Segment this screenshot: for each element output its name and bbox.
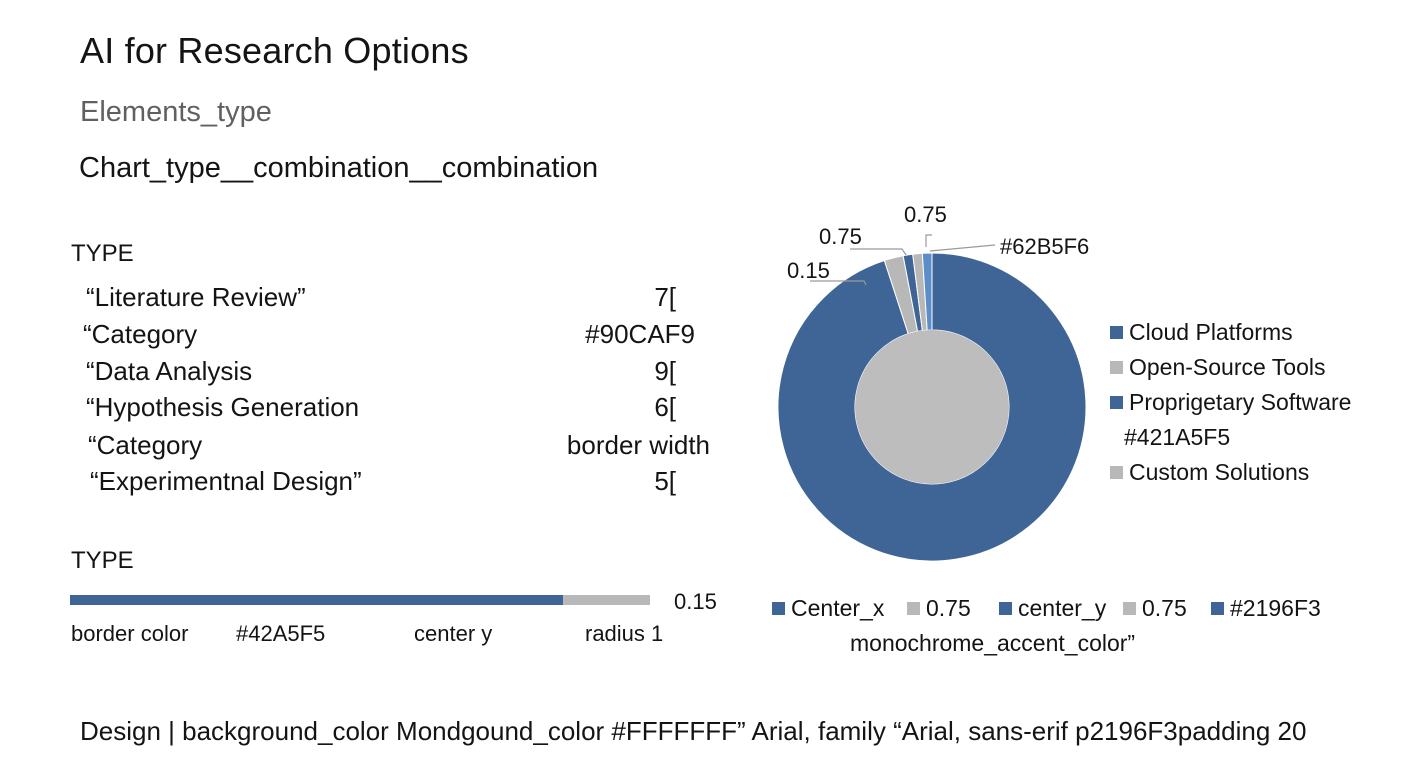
stacked-bar-chart xyxy=(70,595,650,605)
table-row-label: “Experimentnal Design” xyxy=(90,466,362,496)
leader-line xyxy=(929,244,996,252)
legend-swatch xyxy=(1211,602,1224,615)
legend-item: Custom Solutions xyxy=(1110,459,1309,486)
legend-caption: monochrome_accent_color” xyxy=(850,630,1136,656)
bar-data-label: 0.15 xyxy=(674,589,717,614)
donut-data-label: 0.15 xyxy=(787,258,830,283)
table-row-label: “Literature Review” xyxy=(86,282,306,312)
legend-swatch xyxy=(999,602,1012,615)
legend-label: 0.75 xyxy=(926,595,971,621)
legend-item: #2196F3 xyxy=(1211,595,1321,622)
bar-type-label: TYPE xyxy=(71,547,134,574)
leader-line xyxy=(850,248,907,256)
donut-data-label: 0.75 xyxy=(819,224,862,249)
legend-label: #2196F3 xyxy=(1230,595,1321,621)
table-row-value: border width xyxy=(566,430,710,460)
donut-chart: 0.15 0.75 0.75 #62B5F6 xyxy=(777,202,1089,562)
table-row-value: 9[ xyxy=(654,356,676,386)
table-row-label: “Category xyxy=(88,430,203,460)
donut-data-label: #62B5F6 xyxy=(1000,234,1089,259)
legend-label: #421A5F5 xyxy=(1124,424,1231,450)
legend-item: Center_x xyxy=(772,595,884,622)
subtitle: Elements_type xyxy=(80,96,272,128)
table-row-value: 7[ xyxy=(654,282,676,312)
table-row-label: “Category xyxy=(83,319,198,349)
legend-label: center_y xyxy=(1018,595,1107,621)
legend-swatch xyxy=(1123,602,1136,615)
bar-tick-label: border color xyxy=(71,621,189,646)
legend-label: Open-Source Tools xyxy=(1129,354,1326,380)
bar-tick-label: #42A5F5 xyxy=(236,621,326,646)
table-type-label: TYPE xyxy=(71,240,134,267)
leader-line xyxy=(925,234,932,247)
legend-label: 0.75 xyxy=(1142,595,1187,621)
legend-label: Cloud Platforms xyxy=(1129,319,1293,345)
legend-label: Proprigetary Software xyxy=(1129,389,1352,415)
legend-item: 0.75 xyxy=(1123,595,1187,622)
table-row-label: “Hypothesis Generation xyxy=(86,392,360,422)
legend-item: #421A5F5 xyxy=(1124,424,1230,451)
legend-swatch xyxy=(1110,326,1123,339)
table-row-value: 6[ xyxy=(654,392,676,422)
legend-item: Cloud Platforms xyxy=(1110,319,1293,346)
bar-segment-cloud xyxy=(70,595,563,605)
legend-swatch xyxy=(772,602,785,615)
legend-swatch xyxy=(1110,466,1123,479)
table-row-value: #90CAF9 xyxy=(585,319,695,349)
chart-type-combination: Chart_type__combination__combination xyxy=(79,152,599,184)
donut-data-label: 0.75 xyxy=(904,202,947,227)
legend-item: 0.75 xyxy=(907,595,971,622)
legend-item: Proprigetary Software xyxy=(1110,389,1351,416)
legend-swatch xyxy=(907,602,920,615)
donut-inner-fill xyxy=(855,330,1009,484)
table-row-value: 5[ xyxy=(654,466,676,496)
table-row-label: “Data Analysis xyxy=(86,356,253,386)
bar-tick-label: radius 1 xyxy=(585,621,664,646)
bar-tick-label: center y xyxy=(414,621,493,646)
leader-line xyxy=(810,280,867,286)
legend-swatch xyxy=(1110,361,1123,374)
page-title: AI for Research Options xyxy=(80,30,469,71)
design-footer: Design | background_color Mondgound_colo… xyxy=(80,716,1307,746)
legend-swatch xyxy=(1110,396,1123,409)
legend-label: Center_x xyxy=(791,595,885,621)
bar-segment-other xyxy=(563,595,650,605)
legend-label: Custom Solutions xyxy=(1129,459,1310,485)
legend-item: Open-Source Tools xyxy=(1110,354,1325,381)
legend-item: center_y xyxy=(999,595,1106,622)
